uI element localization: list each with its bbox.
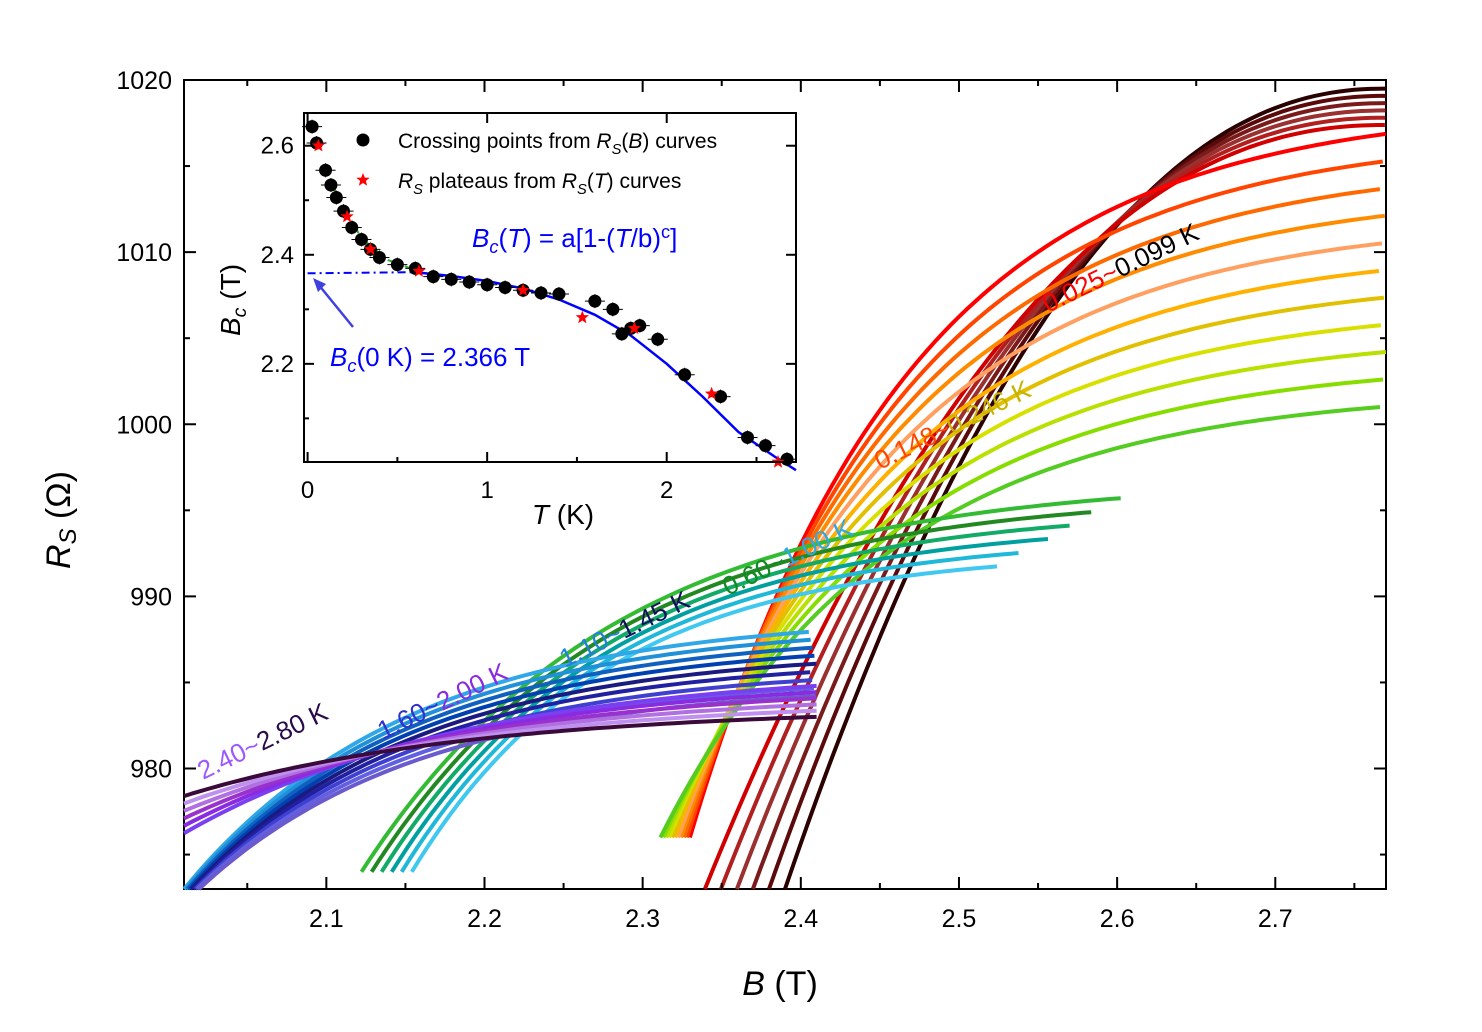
crossing-point (329, 191, 343, 205)
main-curves (182, 86, 1387, 891)
main-axis-ticks: 2.1 2.2 2.3 2.4 2.5 2.6 2.7 980 990 1000 1010 1020 (116, 67, 1386, 933)
crossing-point (714, 390, 728, 404)
rs-curve (183, 708, 817, 806)
rs-curve (183, 690, 817, 828)
crossing-point (372, 251, 386, 265)
fit-equation: Bc​(T) = a[1-(T/b)c​] (472, 222, 677, 257)
plateau-point (704, 386, 719, 400)
inset-y-tick-label: 2.6 (261, 133, 294, 160)
rs-curve (410, 564, 998, 873)
y-tick-label: 1010 (116, 239, 172, 267)
crossing-point (606, 302, 620, 316)
crossing-point (651, 332, 665, 346)
inset-plot: 0 1 2 2.2 2.4 2.6 Crossing points from RS​(B)… (215, 112, 798, 530)
inset-x-tick-label: 0 (301, 477, 314, 504)
plateau-point (412, 264, 426, 277)
plateau-point (363, 242, 378, 255)
crossing-point (588, 294, 602, 308)
crossing-point (534, 286, 548, 300)
crossing-point (444, 272, 458, 286)
crossing-point (780, 452, 794, 466)
plateau-point (627, 321, 642, 335)
rs-curve (188, 653, 815, 891)
inset-y-tick-label: 2.4 (261, 242, 294, 269)
rs-curve (184, 637, 811, 891)
crossing-point (758, 439, 772, 453)
rs-curve (191, 670, 811, 891)
inset-background (304, 113, 796, 462)
rs-curve (183, 702, 817, 813)
inset-frame (303, 112, 797, 463)
rs-curve (186, 645, 813, 891)
rs-curve (664, 350, 1387, 839)
extrapolation-arrow (313, 278, 354, 328)
rs-curve (670, 295, 1385, 839)
rs-curve (400, 551, 1019, 873)
crossing-point (426, 270, 440, 284)
x-axis-label: B (T) (742, 965, 818, 1003)
y-tick-label: 1000 (116, 411, 172, 439)
legend-marker-star (356, 173, 370, 186)
crossing-point (678, 368, 692, 382)
rs-curve (658, 405, 1381, 839)
x-tick-label: 2.4 (783, 905, 818, 933)
x-tick-label: 2.6 (1100, 905, 1135, 933)
rs-curve (687, 131, 1387, 838)
inset-x-tick-label: 1 (480, 477, 493, 504)
crossing-point (390, 258, 404, 272)
inset-y-axis-label: Bc​ (T) (215, 264, 251, 336)
x-tick-label: 2.2 (467, 905, 502, 933)
plateau-point (516, 283, 530, 296)
inset-x-tick-label: 2 (660, 477, 673, 504)
rs-curve (667, 323, 1382, 839)
rs-curve (182, 629, 809, 891)
inset-axis-ticks: 0 1 2 2.2 2.4 2.6 (261, 113, 796, 504)
inset-x-axis-label: T (K) (532, 499, 594, 530)
main-plot: 2.1 2.2 2.3 2.4 2.5 2.6 2.7980990100010101020 … (40, 67, 1387, 1003)
y-axis-label: RS​ (Ω) (40, 471, 82, 569)
crossing-point (305, 120, 319, 134)
crossing-point (741, 430, 755, 444)
crossing-point (319, 163, 333, 177)
y-tick-label: 1020 (116, 67, 172, 95)
inset-legend: Crossing points from RS​(B) curves RS​ pl… (356, 130, 717, 198)
crossing-point (354, 233, 368, 247)
plateau-point (575, 310, 589, 324)
y-tick-label: 990 (130, 583, 172, 611)
zero-temp-annotation: Bc​(0 K) = 2.366 T (330, 342, 530, 376)
crossing-point (345, 221, 359, 235)
rs-curve (190, 661, 817, 891)
rs-curve (183, 683, 817, 836)
rs-curve (679, 213, 1386, 839)
legend-marker-circle (356, 133, 370, 147)
plateau-point (311, 138, 325, 152)
crossing-point (324, 178, 338, 192)
crossing-point (552, 287, 566, 301)
crossing-point (498, 281, 512, 294)
rs-curve (767, 93, 1386, 890)
rs-curve (783, 86, 1387, 890)
plateau-point (340, 209, 354, 223)
crossing-point (480, 278, 494, 292)
inset-content (302, 119, 798, 472)
x-tick-label: 2.5 (942, 905, 977, 933)
x-tick-label: 2.7 (1258, 905, 1293, 933)
rs-curve (183, 696, 817, 821)
inset-y-tick-label: 2.2 (261, 351, 294, 378)
y-tick-label: 980 (130, 756, 172, 784)
crossing-point (462, 275, 476, 289)
rs-curve (751, 101, 1386, 890)
x-tick-label: 2.3 (625, 905, 660, 933)
x-tick-label: 2.1 (309, 905, 344, 933)
rs-curve (676, 241, 1383, 839)
rs-curve (183, 714, 817, 799)
legend-entry: RS​ plateaus from RS​(T) curves (398, 170, 681, 198)
legend-entry: Crossing points from RS​(B) curves (398, 130, 717, 158)
